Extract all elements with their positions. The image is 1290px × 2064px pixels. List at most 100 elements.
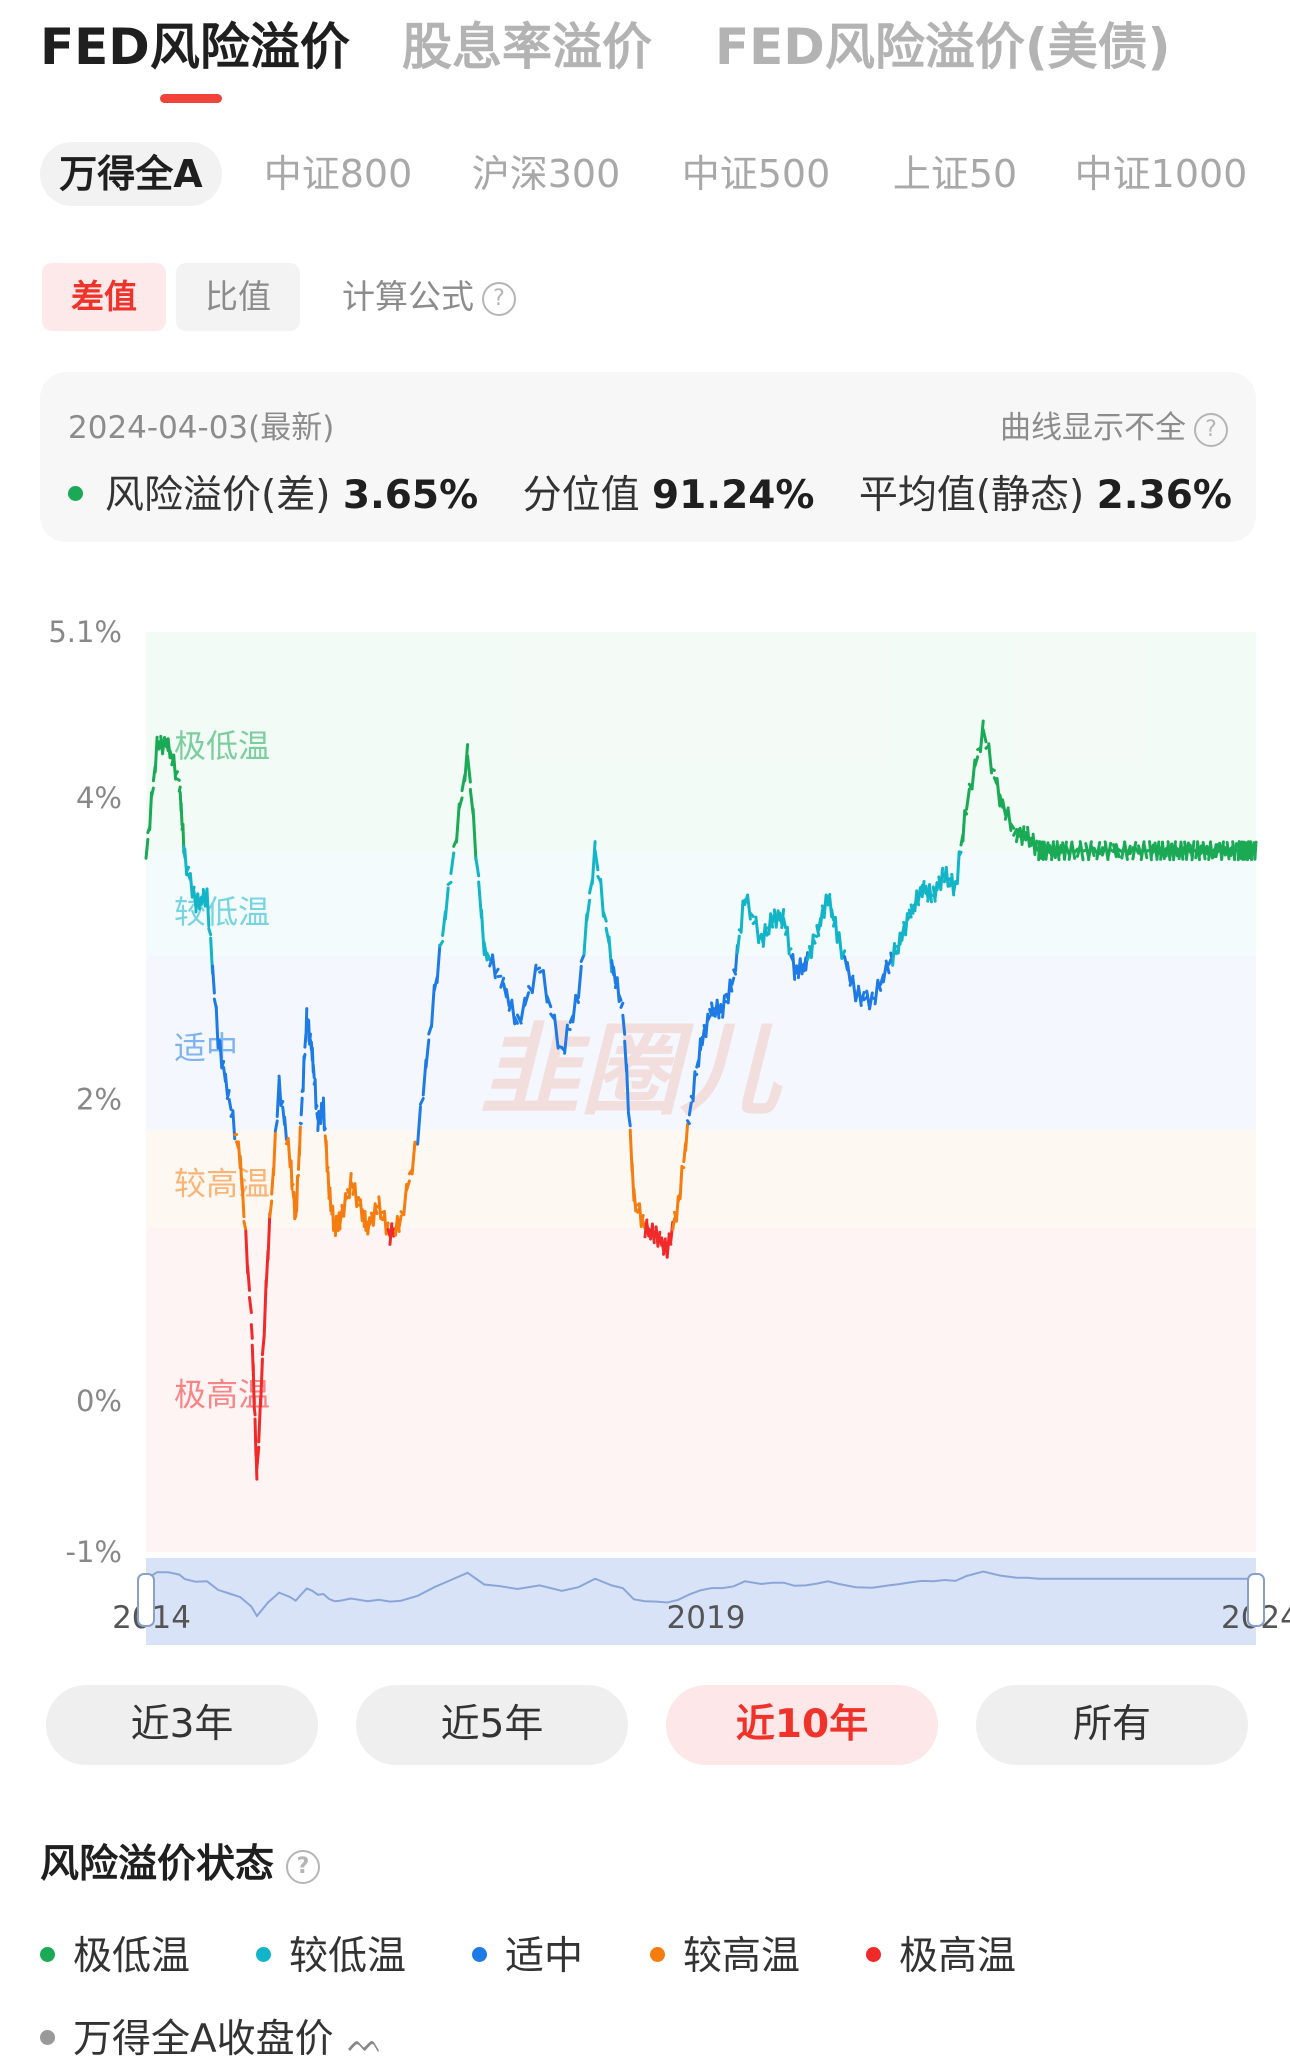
tab-dividend-premium[interactable]: 股息率溢价 xyxy=(402,12,652,82)
formula-link[interactable]: 计算公式? xyxy=(342,263,516,331)
legend-item-moderate[interactable]: 适中 xyxy=(472,1925,583,1981)
series-segment xyxy=(832,910,834,920)
tab-fed-risk-premium[interactable]: FED风险溢价 xyxy=(40,12,350,82)
legend-dot-icon xyxy=(866,1947,881,1962)
series-segment xyxy=(213,966,215,993)
watermark-text: 韭圈儿 xyxy=(480,1012,783,1129)
series-segment xyxy=(274,1132,276,1174)
series-segment xyxy=(181,804,182,825)
navigator-right-handle[interactable] xyxy=(1248,1574,1264,1626)
mode-ratio-button[interactable]: 比值 xyxy=(176,263,300,331)
series-segment xyxy=(1255,842,1256,859)
series-segment xyxy=(152,788,154,796)
mean-label: 平均值(静态) xyxy=(859,473,1084,518)
range-all-button[interactable]: 所有 xyxy=(976,1685,1248,1765)
series-segment xyxy=(187,867,189,871)
series-segment xyxy=(176,772,178,775)
series-segment xyxy=(351,1182,353,1187)
series-segment xyxy=(370,1220,372,1225)
index-tab-csi800[interactable]: 中证800 xyxy=(258,142,418,206)
series-segment xyxy=(301,1098,302,1115)
series-segment xyxy=(324,1127,325,1129)
eye-closed-icon[interactable]: ᨓ xyxy=(348,2025,384,2060)
legend-title-label: 风险溢价状态 xyxy=(40,1842,274,1887)
series-segment xyxy=(906,914,908,934)
series-segment xyxy=(686,1124,688,1150)
series-segment xyxy=(170,751,172,758)
series-segment xyxy=(251,1325,252,1339)
series-segment xyxy=(723,996,725,1018)
series-segment xyxy=(306,1009,307,1041)
tab-fed-risk-premium-us-treasury[interactable]: FED风险溢价(美债) xyxy=(715,12,1171,82)
series-segment xyxy=(895,948,897,954)
series-segment xyxy=(536,968,540,970)
series-segment xyxy=(262,1335,264,1355)
series-segment xyxy=(326,1141,327,1170)
series-segment xyxy=(889,960,891,965)
legend-label: 适中 xyxy=(505,1934,583,1979)
series-segment xyxy=(959,852,961,855)
mode-diff-button[interactable]: 差值 xyxy=(42,263,166,331)
series-segment xyxy=(292,1184,293,1185)
series-segment xyxy=(229,1099,231,1109)
series-segment xyxy=(254,1406,255,1415)
index-tab-sse50[interactable]: 上证50 xyxy=(885,142,1025,206)
legend-item-very-high[interactable]: 极高温 xyxy=(866,1925,1016,1981)
legend-item-high[interactable]: 较高温 xyxy=(650,1925,800,1981)
range-3y-button[interactable]: 近3年 xyxy=(46,1685,318,1765)
band-1 xyxy=(146,851,1256,957)
series-segment xyxy=(737,936,739,952)
series-segment xyxy=(299,1127,300,1155)
index-tab-csi500[interactable]: 中证500 xyxy=(676,142,836,206)
y-tick-label: 4% xyxy=(76,781,122,815)
range-10y-button[interactable]: 近10年 xyxy=(666,1685,938,1765)
y-tick-label: -1% xyxy=(66,1535,122,1569)
premium-value: 3.65% xyxy=(343,473,478,518)
navigator-left-handle[interactable] xyxy=(138,1574,154,1626)
series-segment xyxy=(1111,850,1114,852)
legend-dot-icon xyxy=(40,2030,55,2045)
index-tab-csi300[interactable]: 沪深300 xyxy=(466,142,626,206)
mean-value: 2.36% xyxy=(1097,473,1232,518)
series-segment xyxy=(1119,850,1122,852)
navigator[interactable]: 201420192024 xyxy=(112,1558,1290,1645)
legend-item-low[interactable]: 较低温 xyxy=(256,1925,406,1981)
series-segment xyxy=(207,890,209,927)
series-segment xyxy=(297,1176,298,1211)
series-segment xyxy=(673,1218,675,1229)
index-tab-csi1000[interactable]: 中证1000 xyxy=(1072,142,1250,206)
legend-label: 较低温 xyxy=(289,1934,406,1979)
series-segment xyxy=(628,1112,630,1126)
series-segment xyxy=(249,1298,251,1313)
series-segment xyxy=(227,1091,229,1099)
series-segment xyxy=(784,918,786,927)
series-segment xyxy=(965,811,967,814)
series-segment xyxy=(909,910,911,917)
series-segment xyxy=(242,1182,244,1216)
curve-note[interactable]: 曲线显示不全? xyxy=(1000,402,1228,447)
series-segment xyxy=(623,1015,625,1034)
band-0 xyxy=(146,632,1256,851)
series-segment xyxy=(313,1065,314,1078)
series-segment xyxy=(1029,838,1031,841)
y-tick-label: 0% xyxy=(76,1384,122,1418)
index-tab-wind-all-a[interactable]: 万得全A xyxy=(40,142,222,206)
series-segment xyxy=(732,978,734,984)
series-segment xyxy=(680,1166,682,1198)
legend-item-very-low[interactable]: 极低温 xyxy=(40,1925,190,1981)
series-segment xyxy=(567,1029,570,1030)
series-segment xyxy=(344,1193,346,1215)
series-segment xyxy=(708,1017,710,1021)
series-segment xyxy=(257,1447,259,1468)
series-segment xyxy=(304,1054,305,1060)
series-segment xyxy=(248,1267,250,1290)
series-segment xyxy=(146,839,148,858)
legend-label: 极高温 xyxy=(899,1934,1016,1979)
help-icon[interactable]: ? xyxy=(286,1850,320,1884)
series-segment xyxy=(695,1074,697,1075)
series-segment xyxy=(815,936,817,937)
range-5y-button[interactable]: 近5年 xyxy=(356,1685,628,1765)
series-segment xyxy=(808,953,810,960)
